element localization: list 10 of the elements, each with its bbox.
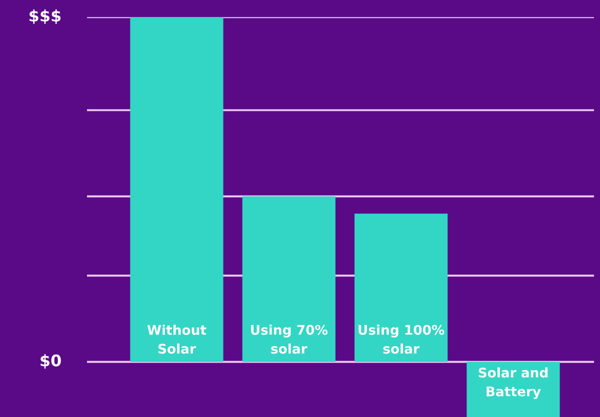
x-tick-label: Without Solar [147,324,206,354]
x-tick-label: Solar and Battery [478,367,548,400]
bar [466,362,560,417]
x-tick-label: Using 100% solar [358,324,444,354]
x-tick-label: Using 70% solar [251,324,328,354]
bar [354,214,448,362]
ref-line-label: $$$ [30,9,61,24]
ref-line-label: $0 [40,354,61,369]
bar [242,196,336,362]
bar [130,17,224,362]
